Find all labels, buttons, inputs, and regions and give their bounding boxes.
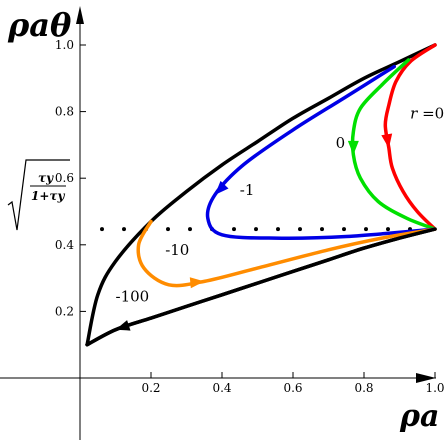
sqrt-numerator: τy [38, 171, 54, 185]
series-label: -10 [165, 241, 189, 259]
x-tick-label: 0.6 [283, 381, 302, 395]
series-arrow [381, 133, 393, 149]
y-tick-label: 0.2 [55, 304, 74, 318]
x-axis-title: ρa [399, 399, 439, 434]
y-tick-label: 0.8 [55, 105, 74, 119]
x-tick-label: 0.2 [141, 381, 160, 395]
y-axis-title-main: ρaθ [7, 6, 72, 44]
curve-labels: r =0.5 0 -1 -10 -100 [116, 104, 445, 305]
series-label: -1 [240, 181, 255, 199]
y-tick-label: 0.6 [55, 171, 74, 185]
series-line [85, 227, 437, 347]
reference-line-label: τy 1+τy [7, 159, 70, 231]
y-tick-label: 1.0 [55, 38, 74, 52]
reference-dot [100, 227, 104, 232]
x-axis-arrow [416, 373, 436, 383]
x-tick-label: 0.4 [212, 381, 231, 395]
reference-dot [364, 227, 368, 232]
boundary-upper [85, 43, 437, 347]
series-label: r =0.5 [410, 104, 445, 122]
series-arrow [347, 140, 359, 155]
series-label: -100 [116, 287, 150, 305]
y-tick-label: 0.4 [55, 238, 74, 252]
reference-dot [298, 227, 302, 232]
reference-dot [166, 227, 170, 232]
series-label: 0 [336, 134, 346, 152]
sqrt-denominator: 1+τy [31, 189, 65, 203]
y-axis-arrow [76, 6, 84, 24]
reference-dot [342, 227, 346, 232]
reference-dot [276, 227, 280, 232]
reference-dot [386, 227, 390, 232]
series-line [205, 64, 437, 240]
reference-dot [254, 227, 258, 232]
y-axis-title: ρaθ [7, 6, 72, 44]
reference-dot [232, 227, 236, 232]
series-arrow [189, 277, 205, 289]
reference-line [100, 227, 434, 232]
x-axis-title-main: ρa [399, 399, 439, 434]
x-tick-label: 0.8 [354, 381, 373, 395]
reference-dot [188, 227, 192, 232]
reference-dot [320, 227, 324, 232]
series-curves [85, 43, 437, 347]
series-arrow [214, 180, 229, 195]
series-arrow [115, 320, 131, 331]
reference-dot [122, 227, 126, 232]
axes: 0.2 0.4 0.6 0.8 1.0 0.2 0.4 0.6 0.8 1.0 [0, 6, 445, 440]
sqrt-sign [7, 159, 70, 231]
x-tick-label: 1.0 [425, 381, 444, 395]
series-line [350, 58, 437, 231]
series-line [136, 219, 437, 288]
